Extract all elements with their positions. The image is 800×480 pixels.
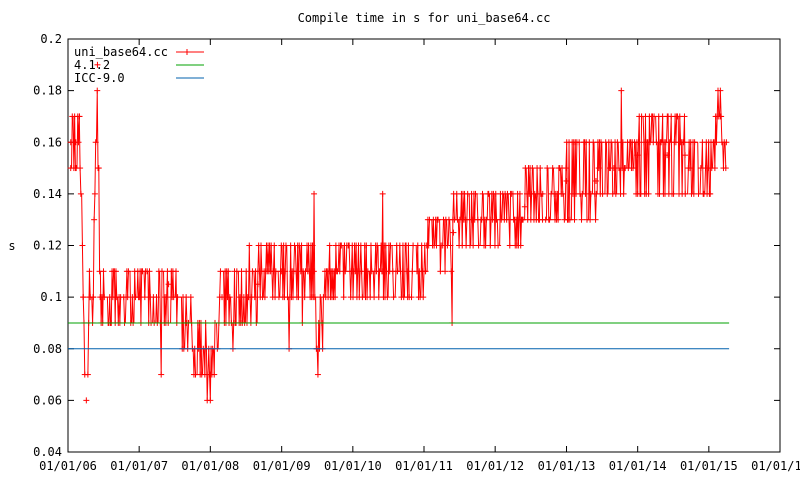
x-tick-label: 01/01/12: [466, 459, 524, 473]
y-tick-label: 0.16: [33, 135, 62, 149]
y-tick-label: 0.18: [33, 84, 62, 98]
x-tick-label: 01/01/08: [181, 459, 239, 473]
axes: 0.04 0.06 0.08 0.1 0.12 0.14 0.16 0.18 0.2 01/01/…: [33, 32, 800, 473]
y-tick-label: 0.14: [33, 187, 62, 201]
x-tick-label: 01/01/09: [253, 459, 311, 473]
x-tick-label: 01/01/15: [680, 459, 738, 473]
legend-label: uni_base64.cc: [74, 45, 168, 59]
x-tick-label: 01/01/14: [609, 459, 667, 473]
x-tick-label: 01/01/11: [395, 459, 453, 473]
legend-label: ICC-9.0: [74, 71, 125, 85]
y-tick-label: 0.04: [33, 445, 62, 459]
x-tick-label: 01/01/06: [39, 459, 97, 473]
y-tick-label: 0.12: [33, 239, 62, 253]
x-tick-label: 01/01/10: [324, 459, 382, 473]
y-tick-label: 0.2: [40, 32, 62, 46]
x-tick-label: 01/01/16: [751, 459, 800, 473]
series-group: [67, 61, 730, 404]
series-uni-base64-cc: [67, 61, 730, 404]
x-tick-label: 01/01/13: [538, 459, 596, 473]
x-tick-label: 01/01/07: [110, 459, 168, 473]
y-tick-label: 0.08: [33, 342, 62, 356]
y-tick-label: 0.06: [33, 393, 62, 407]
y-tick-label: 0.1: [40, 290, 62, 304]
legend-label: 4.1.2: [74, 58, 110, 72]
y-axis-label: s: [8, 239, 15, 253]
chart-title: Compile time in s for uni_base64.cc: [298, 11, 551, 25]
